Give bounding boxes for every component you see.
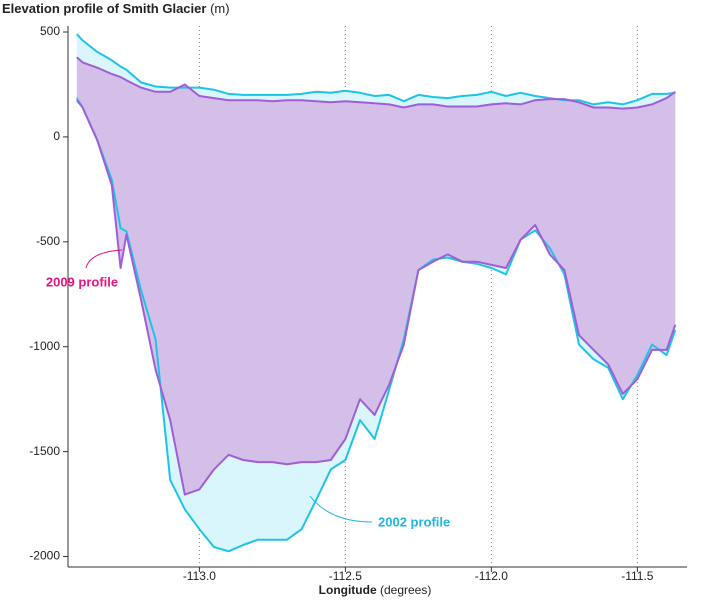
x-tick-label: -111.5 (621, 569, 654, 583)
chart-title-group: Elevation profile of Smith Glacier (m) (2, 1, 230, 16)
bed-line (75, 97, 677, 553)
x-axis-title: Longitude (degrees) (319, 583, 432, 597)
chart-title: Elevation profile of Smith Glacier (2, 1, 206, 16)
x-unit: (degrees) (380, 583, 431, 597)
y-tick-label: -1500 (29, 444, 60, 458)
legend-label: 2009 profile (46, 274, 118, 289)
bed-line (76, 99, 677, 496)
x-label: Longitude (319, 583, 377, 597)
profile-area (76, 57, 676, 495)
surface-line (76, 33, 676, 106)
leader-line (85, 249, 123, 269)
surface-line (76, 56, 676, 110)
x-tick-label: -113.0 (183, 569, 216, 583)
y-unit: (m) (210, 1, 230, 16)
x-tick-label: -112.0 (475, 569, 508, 583)
leader-line (309, 495, 373, 523)
y-tick-label: -500 (36, 234, 60, 248)
y-tick-label: 500 (40, 24, 60, 38)
x-tick-label: -112.5 (329, 569, 362, 583)
y-tick-label: -2000 (29, 549, 60, 563)
y-tick-label: -1000 (29, 339, 60, 353)
legend-label: 2002 profile (378, 514, 450, 529)
y-tick-label: 0 (53, 129, 60, 143)
